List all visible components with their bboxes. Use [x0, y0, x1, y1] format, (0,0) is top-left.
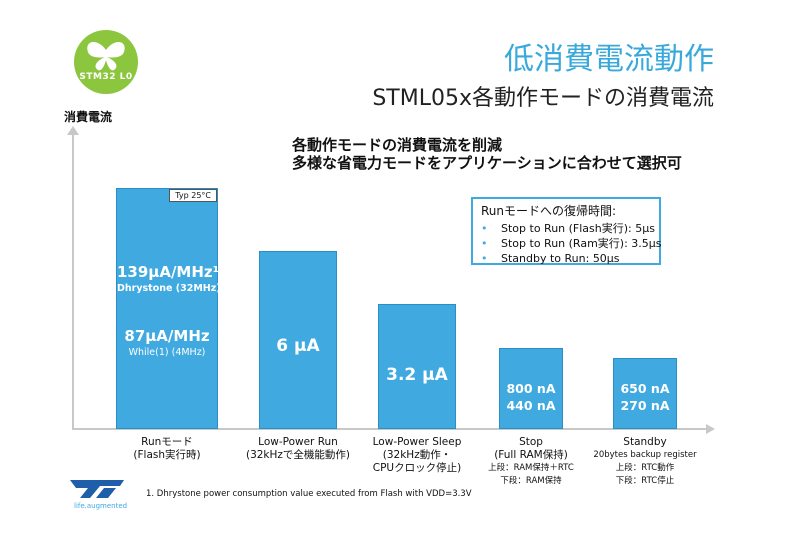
- category-line: 下段：RAM保持: [500, 476, 562, 486]
- category-line: 上段：RAM保持＋RTC: [488, 463, 574, 473]
- page-subtitle: STML05x各動作モードの消費電流: [372, 86, 714, 111]
- bullet-icon: •: [481, 237, 488, 250]
- list-item: • Stop to Run (Flash実行): 5µs: [481, 221, 655, 236]
- st-logo: [64, 478, 128, 500]
- bar-value: 6 µA: [276, 336, 320, 356]
- logo-text: STM32 L0: [79, 72, 133, 82]
- category-line: (Flash実行時): [133, 449, 201, 461]
- category-line: 下段：RTC停止: [615, 476, 675, 486]
- category-label-standby: Standby 20bytes backup register 上段：RTC動作…: [586, 436, 704, 488]
- st-tagline: life.augmented: [74, 502, 128, 510]
- bar-value: 87µA/MHz: [124, 327, 210, 345]
- category-label-low-power-run: Low-Power Run (32kHzで全機能動作): [233, 436, 363, 462]
- category-label-low-power-sleep: Low-Power Sleep (32kHz動作・ CPUクロック停止): [357, 436, 477, 475]
- bar-value: 139µA/MHz¹: [117, 263, 220, 281]
- bullet-icon: •: [481, 222, 488, 235]
- bullet-icon: •: [481, 252, 488, 265]
- bar-value: 270 nA: [620, 398, 670, 413]
- category-line: CPUクロック停止): [372, 462, 462, 474]
- category-line: 20bytes backup register: [593, 450, 697, 460]
- bar-value: 800 nA: [506, 381, 556, 396]
- x-axis-arrow: [706, 424, 715, 434]
- category-line: Standby: [623, 436, 667, 448]
- category-line: Low-Power Sleep: [372, 436, 462, 448]
- bar-run-mode: Typ 25°C 139µA/MHz¹ Dhrystone (32MHz) 87…: [116, 188, 221, 429]
- bar-value-note: Dhrystone (32MHz): [117, 283, 221, 294]
- category-line: Runモード: [141, 436, 193, 448]
- bar-standby: 650 nA 270 nA: [613, 358, 677, 429]
- footnote: 1. Dhrystone power consumption value exe…: [146, 489, 472, 499]
- category-line: (Full RAM保持): [494, 449, 568, 461]
- st-logo-icon: [70, 480, 124, 498]
- bar-value: 440 nA: [506, 398, 556, 413]
- wakeup-item-text: Stop to Run (Flash実行): 5µs: [501, 222, 655, 235]
- butterfly-icon: [87, 41, 125, 71]
- category-line: (32kHzで全機能動作): [245, 449, 351, 461]
- wakeup-item-text: Stop to Run (Ram実行): 3.5µs: [501, 237, 662, 250]
- bar-low-power-sleep: 3.2 µA: [378, 304, 456, 429]
- list-item: • Stop to Run (Ram実行): 3.5µs: [481, 236, 662, 251]
- headline-line-1: 各動作モードの消費電流を削減: [292, 136, 503, 154]
- bar-value: 650 nA: [620, 381, 670, 396]
- y-axis-line: [72, 130, 74, 430]
- headline-line-2: 多様な省電力モードをアプリケーションに合わせて選択可: [292, 154, 682, 172]
- category-line: 上段：RTC動作: [615, 463, 675, 473]
- y-axis-arrow: [67, 126, 79, 135]
- wakeup-time-box: Runモードへの復帰時間: • Stop to Run (Flash実行): 5…: [471, 197, 662, 266]
- typ-temperature-label: Typ 25°C: [169, 189, 217, 202]
- page-title: 低消費電流動作: [504, 42, 714, 77]
- bar-stop: 800 nA 440 nA: [499, 348, 563, 429]
- wakeup-time-heading: Runモードへの復帰時間:: [481, 204, 617, 218]
- category-line: Stop: [519, 436, 543, 448]
- wakeup-item-text: Standby to Run: 50µs: [501, 252, 620, 265]
- category-line: (32kHz動作・: [382, 449, 452, 461]
- category-label-stop: Stop (Full RAM保持) 上段：RAM保持＋RTC 下段：RAM保持: [478, 436, 584, 488]
- x-axis-line: [72, 428, 708, 430]
- y-axis-label: 消費電流: [64, 110, 113, 124]
- bar-value-note: While(1) (4MHz): [128, 347, 206, 358]
- bar-low-power-run: 6 µA: [259, 251, 337, 429]
- category-line: Low-Power Run: [258, 436, 338, 448]
- list-item: • Standby to Run: 50µs: [481, 251, 651, 266]
- bar-value: 3.2 µA: [386, 365, 448, 385]
- category-label-run: Runモード (Flash実行時): [107, 436, 227, 462]
- stm32-l0-logo: [74, 30, 138, 94]
